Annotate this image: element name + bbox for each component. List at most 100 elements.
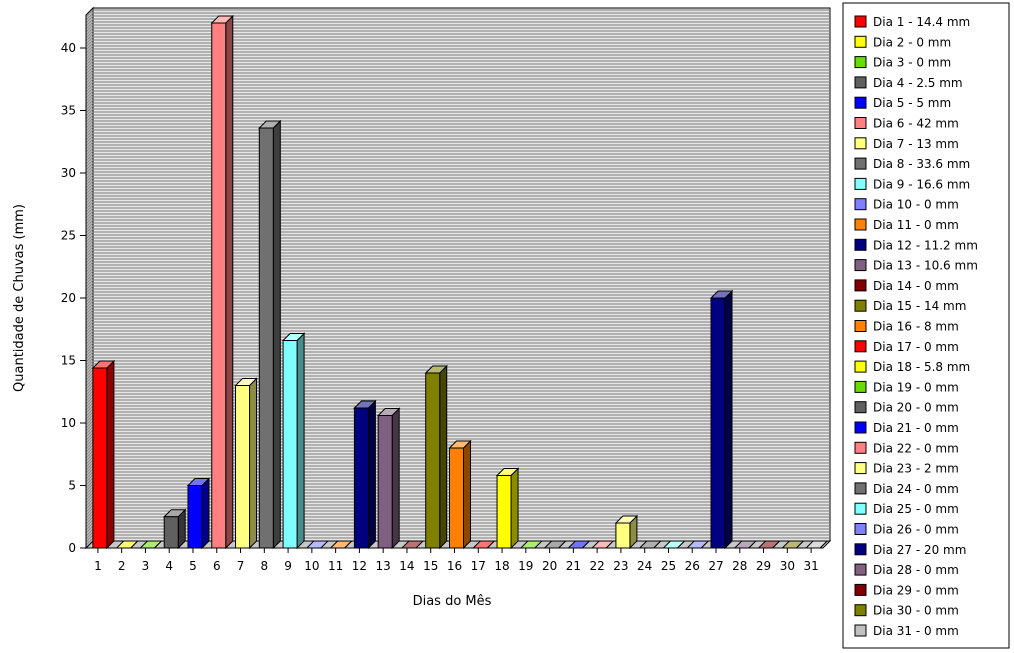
gridline bbox=[85, 27, 94, 36]
gridline bbox=[85, 126, 94, 135]
legend-swatch bbox=[854, 238, 867, 251]
gridline bbox=[85, 456, 94, 465]
gridline bbox=[85, 444, 94, 453]
gridline bbox=[85, 192, 94, 201]
gridline bbox=[85, 408, 94, 417]
bar-day-5 bbox=[186, 477, 211, 550]
gridline bbox=[85, 120, 94, 129]
gridline bbox=[85, 465, 94, 474]
gridline bbox=[85, 396, 94, 405]
x-axis-title: Dias do Mês bbox=[413, 594, 492, 609]
gridline bbox=[85, 198, 94, 207]
legend-label: Dia 13 - 10.6 mm bbox=[873, 259, 978, 273]
gridline bbox=[85, 72, 94, 81]
gridline bbox=[85, 12, 94, 21]
gridline bbox=[85, 156, 94, 165]
gridline bbox=[85, 123, 94, 132]
gridline bbox=[85, 117, 94, 126]
gridline bbox=[85, 438, 94, 447]
legend-label: Dia 18 - 5.8 mm bbox=[873, 360, 970, 374]
bar-day-18 bbox=[495, 467, 520, 550]
gridline bbox=[85, 276, 94, 285]
gridline bbox=[85, 450, 94, 459]
gridline bbox=[85, 24, 94, 33]
bar-day-11 bbox=[329, 540, 353, 549]
gridline bbox=[85, 168, 94, 177]
gridline bbox=[85, 429, 94, 438]
legend-label: Dia 29 - 0 mm bbox=[873, 583, 959, 597]
bar-top bbox=[686, 540, 710, 549]
gridline bbox=[85, 105, 94, 114]
bar-top bbox=[472, 540, 496, 549]
bar-top bbox=[543, 540, 567, 549]
x-tick-label: 18 bbox=[494, 559, 509, 573]
bar-day-9 bbox=[281, 332, 306, 550]
gridline bbox=[85, 129, 94, 138]
x-tick-label: 23 bbox=[613, 559, 628, 573]
x-tick-label: 20 bbox=[542, 559, 557, 573]
bar-front bbox=[615, 522, 631, 549]
gridline bbox=[85, 462, 94, 471]
bar-front bbox=[425, 372, 441, 549]
legend-swatch bbox=[854, 259, 867, 272]
gridline bbox=[85, 42, 94, 51]
bar-top bbox=[662, 540, 686, 549]
x-tick-label: 26 bbox=[685, 559, 700, 573]
bar-day-19 bbox=[519, 540, 544, 549]
legend-swatch bbox=[854, 198, 867, 211]
legend-swatch bbox=[854, 157, 867, 170]
legend-swatch bbox=[854, 380, 867, 393]
bar-top bbox=[305, 540, 330, 549]
bar-top bbox=[781, 540, 805, 549]
bar-side bbox=[249, 377, 258, 550]
x-tick-label: 24 bbox=[637, 559, 652, 573]
bar-day-26 bbox=[686, 540, 710, 549]
gridline bbox=[85, 432, 94, 441]
gridline bbox=[85, 426, 94, 435]
y-axis-title: Quantidade de Chuvas (mm) bbox=[12, 204, 27, 392]
bar-top bbox=[400, 540, 425, 549]
gridline bbox=[85, 258, 94, 267]
x-tick-label: 6 bbox=[213, 559, 221, 573]
legend-label: Dia 19 - 0 mm bbox=[873, 380, 959, 394]
bar-top bbox=[139, 540, 163, 549]
gridline bbox=[85, 504, 94, 513]
gridline bbox=[85, 63, 94, 72]
bar-day-22 bbox=[590, 540, 615, 549]
bar-side bbox=[510, 467, 519, 550]
gridline bbox=[85, 252, 94, 261]
gridline bbox=[85, 9, 94, 18]
bar-day-24 bbox=[638, 540, 662, 549]
bar-top bbox=[329, 540, 353, 549]
gridline bbox=[85, 345, 94, 354]
x-tick-label: 30 bbox=[780, 559, 795, 573]
bar-front bbox=[235, 385, 251, 549]
gridline bbox=[85, 21, 94, 30]
gridline bbox=[85, 141, 94, 150]
gridline bbox=[85, 135, 94, 144]
gridline bbox=[85, 93, 94, 102]
gridline bbox=[85, 231, 94, 240]
bars bbox=[91, 14, 829, 550]
y-tick-label: 35 bbox=[61, 104, 76, 118]
legend-label: Dia 10 - 0 mm bbox=[873, 198, 959, 212]
gridline bbox=[85, 369, 94, 378]
gridline bbox=[85, 240, 94, 249]
y-tick-label: 40 bbox=[61, 41, 76, 55]
gridline bbox=[85, 453, 94, 462]
gridline bbox=[85, 420, 94, 429]
bar-side bbox=[106, 359, 115, 550]
x-tick-label: 21 bbox=[566, 559, 581, 573]
x-tick-label: 7 bbox=[237, 559, 245, 573]
gridline bbox=[85, 246, 94, 255]
gridline bbox=[85, 51, 94, 60]
bar-top bbox=[567, 540, 591, 549]
gridline bbox=[85, 321, 94, 330]
gridline bbox=[85, 69, 94, 78]
bar-front bbox=[282, 340, 298, 549]
gridline bbox=[85, 102, 94, 111]
gridline bbox=[85, 261, 94, 270]
gridline bbox=[85, 366, 94, 375]
gridline bbox=[85, 537, 94, 546]
bar-top bbox=[757, 540, 781, 549]
